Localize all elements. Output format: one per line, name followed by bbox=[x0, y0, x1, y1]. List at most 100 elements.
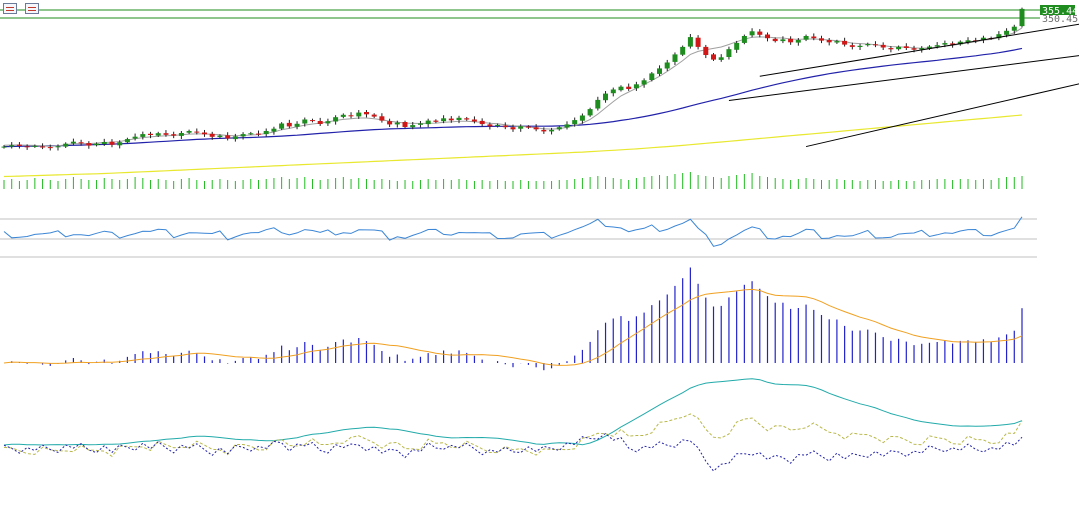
candle-body bbox=[649, 73, 655, 80]
candle-body bbox=[101, 142, 107, 144]
candle-body bbox=[387, 121, 393, 125]
candle-body bbox=[587, 109, 593, 116]
candle-body bbox=[240, 134, 246, 137]
candle-body bbox=[9, 145, 15, 147]
candle-body bbox=[610, 89, 616, 94]
candle-body bbox=[741, 36, 747, 43]
candle-body bbox=[579, 115, 585, 121]
candle-body bbox=[418, 123, 423, 125]
candle-body bbox=[772, 38, 778, 42]
candle-body bbox=[1011, 26, 1017, 31]
candle-body bbox=[811, 36, 817, 39]
candle-body bbox=[996, 34, 1002, 39]
candle-body bbox=[857, 45, 863, 47]
candle-body bbox=[225, 135, 231, 139]
trendline bbox=[728, 55, 1079, 101]
chart-list-icon[interactable] bbox=[3, 3, 17, 14]
candle-body bbox=[317, 121, 323, 124]
candle-body bbox=[348, 115, 354, 117]
candle-body bbox=[232, 136, 238, 140]
candle-body bbox=[980, 37, 986, 40]
candle-body bbox=[186, 131, 192, 133]
candle-body bbox=[556, 127, 562, 130]
candle-body bbox=[919, 48, 925, 50]
candle-body bbox=[70, 141, 76, 144]
candle-body bbox=[711, 54, 716, 60]
candle-body bbox=[194, 131, 200, 133]
candle-body bbox=[63, 143, 69, 147]
candle-body bbox=[626, 86, 632, 89]
candle-body bbox=[155, 133, 161, 136]
candle-body bbox=[664, 62, 670, 69]
candle-body bbox=[32, 145, 38, 147]
candle-body bbox=[533, 127, 539, 130]
candle-body bbox=[749, 31, 755, 36]
candle-body bbox=[834, 41, 840, 43]
candle-body bbox=[379, 116, 385, 121]
candle-body bbox=[371, 114, 377, 117]
candle-body bbox=[603, 93, 608, 101]
candle-body bbox=[394, 122, 400, 125]
candle-body bbox=[340, 114, 346, 117]
macd-signal-line bbox=[3, 288, 1023, 366]
candle-body bbox=[510, 127, 516, 130]
candle-body bbox=[518, 126, 524, 129]
candle-body bbox=[286, 122, 292, 127]
candle-body bbox=[16, 144, 22, 146]
candle-body bbox=[888, 48, 894, 50]
candle-body bbox=[356, 112, 362, 117]
candle-body bbox=[780, 39, 786, 42]
candle-body bbox=[903, 46, 909, 48]
adx-line bbox=[3, 378, 1023, 446]
candle-body bbox=[641, 80, 647, 85]
candle-body bbox=[549, 129, 555, 132]
candle-body bbox=[896, 46, 902, 50]
candle-body bbox=[1, 146, 7, 148]
candle-body bbox=[448, 118, 454, 121]
candle-body bbox=[803, 36, 809, 40]
candle-body bbox=[873, 44, 878, 46]
candle-body bbox=[718, 57, 724, 60]
candle-body bbox=[502, 125, 508, 128]
candle-body bbox=[479, 120, 485, 125]
ma-slow-line bbox=[3, 114, 1023, 178]
candle-body bbox=[263, 131, 269, 135]
plus-di-line bbox=[3, 413, 1023, 458]
candle-body bbox=[325, 121, 331, 124]
candle-body bbox=[55, 146, 61, 148]
candle-body bbox=[217, 135, 223, 137]
candle-body bbox=[849, 45, 855, 47]
candle-body bbox=[302, 119, 308, 124]
chart-save-icon[interactable] bbox=[25, 3, 39, 14]
candle-body bbox=[657, 68, 662, 74]
candle-body bbox=[271, 128, 277, 132]
trendline bbox=[759, 23, 1079, 77]
candle-body bbox=[109, 141, 115, 145]
candle-body bbox=[911, 48, 917, 50]
candle-body bbox=[425, 120, 431, 125]
candle-body bbox=[456, 117, 462, 120]
candle-body bbox=[94, 143, 99, 146]
candle-body bbox=[40, 146, 46, 148]
candle-body bbox=[788, 38, 794, 43]
candle-body bbox=[209, 133, 215, 137]
candle-body bbox=[148, 133, 153, 135]
candle-body bbox=[495, 124, 501, 127]
candle-body bbox=[927, 46, 932, 49]
candle-body bbox=[525, 126, 531, 128]
candle-body bbox=[672, 54, 678, 62]
previous-close-label: 350.45 bbox=[1042, 14, 1078, 25]
candle-body bbox=[178, 133, 184, 136]
candle-body bbox=[703, 46, 709, 55]
candle-body bbox=[78, 142, 84, 144]
candle-body bbox=[880, 44, 886, 48]
candle-body bbox=[487, 124, 493, 127]
candle-body bbox=[957, 41, 963, 45]
candle-body bbox=[333, 117, 339, 122]
candle-body bbox=[163, 133, 169, 135]
candle-body bbox=[572, 120, 578, 125]
candle-body bbox=[132, 136, 138, 139]
candle-body bbox=[24, 146, 30, 148]
candle-body bbox=[595, 99, 601, 109]
candle-body bbox=[441, 118, 447, 122]
